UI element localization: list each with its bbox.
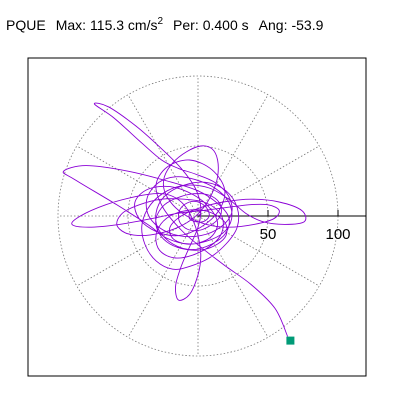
grid-spoke-240 (127, 215, 199, 338)
end-marker (286, 336, 295, 345)
radial-axis: 50 100 (198, 210, 366, 243)
period-value: 0.400 s (202, 17, 249, 33)
grid-spoke-30 (197, 145, 320, 217)
end-marker-layer (286, 336, 295, 345)
grid-spoke-60 (197, 94, 269, 217)
angle-label: Ang: (258, 17, 288, 33)
angle-value: -53.9 (291, 17, 324, 33)
max-value: 115.3 cm/s (90, 17, 158, 33)
orbit-trace (62, 102, 307, 337)
period-label: Per: (173, 17, 199, 33)
max-unit-exponent: 2 (157, 16, 164, 27)
radial-tick-label-50: 50 (260, 226, 277, 243)
radial-tick-label-100: 100 (325, 226, 350, 243)
grid-spoke-150 (76, 145, 199, 217)
station-code: PQUE (6, 17, 46, 33)
grid-spoke-120 (127, 94, 199, 217)
grid-spoke-330 (197, 215, 320, 287)
max-label: Max: (55, 17, 87, 33)
orbit-trace-layer (62, 102, 307, 337)
grid-spoke-300 (197, 215, 269, 338)
plot-frame (27, 57, 367, 377)
grid-spoke-210 (76, 215, 199, 287)
plot-header: PQUE Max: 115.3 cm/s2 Per: 0.400 s Ang: -53.9 (6, 16, 324, 33)
